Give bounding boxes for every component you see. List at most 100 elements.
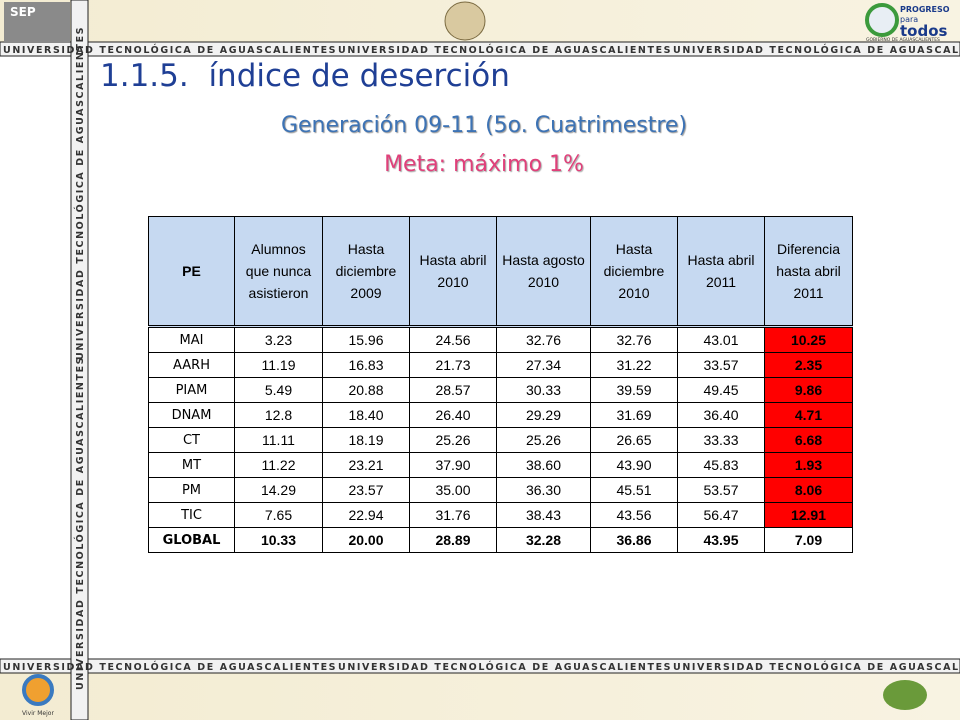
banner-text: UNIVERSIDAD TECNOLÓGICA DE AGUASCALIENTE…	[74, 26, 86, 360]
progreso-text: PROGRESO	[900, 5, 950, 14]
cell: 11.11	[234, 427, 323, 453]
header-cell: Hasta agosto 2010	[496, 216, 591, 328]
row-label: TIC	[148, 502, 235, 528]
cell: 49.45	[677, 377, 765, 403]
cell: 26.65	[590, 427, 678, 453]
banner-text: UNIVERSIDAD TECNOLÓGICA DE AGUASCALIENTE…	[3, 44, 337, 56]
cell: 32.76	[496, 326, 591, 353]
sep-logo	[4, 2, 70, 42]
cell: 23.21	[322, 452, 410, 478]
cell: 32.28	[496, 527, 591, 553]
cell: 12.91	[764, 502, 853, 528]
progreso-logo	[865, 3, 899, 37]
bottom-banner	[0, 658, 960, 674]
gobierno-text: GOBIERNO DE AGUASCALIENTES	[866, 37, 940, 43]
side-banner	[70, 0, 89, 720]
cell: 9.86	[764, 377, 853, 403]
cell: 1.93	[764, 452, 853, 478]
cell: 28.89	[409, 527, 497, 553]
cell: 43.95	[677, 527, 765, 553]
cell: 43.90	[590, 452, 678, 478]
cell: 18.40	[322, 402, 410, 428]
cell: 21.73	[409, 352, 497, 378]
top-banner	[0, 41, 960, 57]
cell: 2.35	[764, 352, 853, 378]
header-cell: Hasta abril 2011	[677, 216, 765, 328]
banner-text: UNIVERSIDAD TECNOLÓGICA DE AGUASCALIENTE…	[338, 661, 672, 673]
cell: 12.8	[234, 402, 323, 428]
row-label: PIAM	[148, 377, 235, 403]
cell: 20.88	[322, 377, 410, 403]
header-cell: Hasta diciembre 2009	[322, 216, 410, 328]
header-row: PE Alumnos que nunca asistieron Hasta dici…	[148, 216, 853, 328]
cell: 33.57	[677, 352, 765, 378]
cell: 45.51	[590, 477, 678, 503]
banner-text: UNIVERSIDAD TECNOLÓGICA DE AGUASCALIENTE…	[338, 44, 672, 56]
table-row: MAI 3.23 15.96 24.56 32.76 32.76 43.01 10.25	[148, 326, 853, 353]
vivir-logo	[22, 674, 54, 706]
cell: 18.19	[322, 427, 410, 453]
cell: 28.57	[409, 377, 497, 403]
table-row: MT 11.22 23.21 37.90 38.60 43.90 45.83 1.93	[148, 452, 853, 478]
cell: 7.09	[764, 527, 853, 553]
cell: 14.29	[234, 477, 323, 503]
cell: 16.83	[322, 352, 410, 378]
cell: 36.40	[677, 402, 765, 428]
cell: 4.71	[764, 402, 853, 428]
cell: 31.76	[409, 502, 497, 528]
cell: 24.56	[409, 326, 497, 353]
cell: 22.94	[322, 502, 410, 528]
goal: Meta: máximo 1%	[384, 152, 584, 177]
cell: 35.00	[409, 477, 497, 503]
cell: 3.23	[234, 326, 323, 353]
dropout-table: PE Alumnos que nunca asistieron Hasta dici…	[148, 216, 853, 553]
cell: 23.57	[322, 477, 410, 503]
cell: 31.69	[590, 402, 678, 428]
cell: 7.65	[234, 502, 323, 528]
todos-text: todos	[900, 22, 948, 40]
cell: 36.30	[496, 477, 591, 503]
table-row: CT 11.11 18.19 25.26 25.26 26.65 33.33 6.68	[148, 427, 853, 453]
header-cell: Diferencia hasta abril 2011	[764, 216, 853, 328]
cell: 36.86	[590, 527, 678, 553]
cell: 10.25	[764, 326, 853, 353]
cell: 38.60	[496, 452, 591, 478]
cell: 31.22	[590, 352, 678, 378]
header-cell: PE	[148, 216, 235, 328]
xx-logo	[883, 680, 927, 710]
table-row: PIAM 5.49 20.88 28.57 30.33 39.59 49.45 9.86	[148, 377, 853, 403]
row-label: MT	[148, 452, 235, 478]
cell: 43.56	[590, 502, 678, 528]
cell: 15.96	[322, 326, 410, 353]
row-label: DNAM	[148, 402, 235, 428]
cell: 30.33	[496, 377, 591, 403]
row-label: GLOBAL	[148, 527, 235, 553]
cell: 6.68	[764, 427, 853, 453]
slide-title: 1.1.5. índice de deserción	[100, 58, 510, 94]
cell: 10.33	[234, 527, 323, 553]
cell: 56.47	[677, 502, 765, 528]
bottom-bar	[0, 672, 960, 720]
cell: 27.34	[496, 352, 591, 378]
cell: 25.26	[496, 427, 591, 453]
cell: 11.22	[234, 452, 323, 478]
cell: 25.26	[409, 427, 497, 453]
cell: 11.19	[234, 352, 323, 378]
cell: 32.76	[590, 326, 678, 353]
para-text: para	[900, 15, 918, 24]
row-label: MAI	[148, 326, 235, 353]
banner-text: UNIVERSIDAD TECNOLÓGICA DE AGUASCALIENTE…	[3, 661, 337, 673]
cell: 43.01	[677, 326, 765, 353]
cell: 37.90	[409, 452, 497, 478]
cell: 39.59	[590, 377, 678, 403]
cell: 53.57	[677, 477, 765, 503]
cell: 20.00	[322, 527, 410, 553]
header-cell: Hasta abril 2010	[409, 216, 497, 328]
banner-text: UNIVERSIDAD TECNOLÓGICA DE AGUASCALIENTE…	[673, 44, 960, 56]
cell: 45.83	[677, 452, 765, 478]
table-row: AARH 11.19 16.83 21.73 27.34 31.22 33.57 2.35	[148, 352, 853, 378]
table-row: GLOBAL 10.33 20.00 28.89 32.28 36.86 43.95 7.09	[148, 527, 853, 553]
table-row: DNAM 12.8 18.40 26.40 29.29 31.69 36.40 4.71	[148, 402, 853, 428]
banner-text: UNIVERSIDAD TECNOLÓGICA DE AGUASCALIENTE…	[673, 661, 960, 673]
